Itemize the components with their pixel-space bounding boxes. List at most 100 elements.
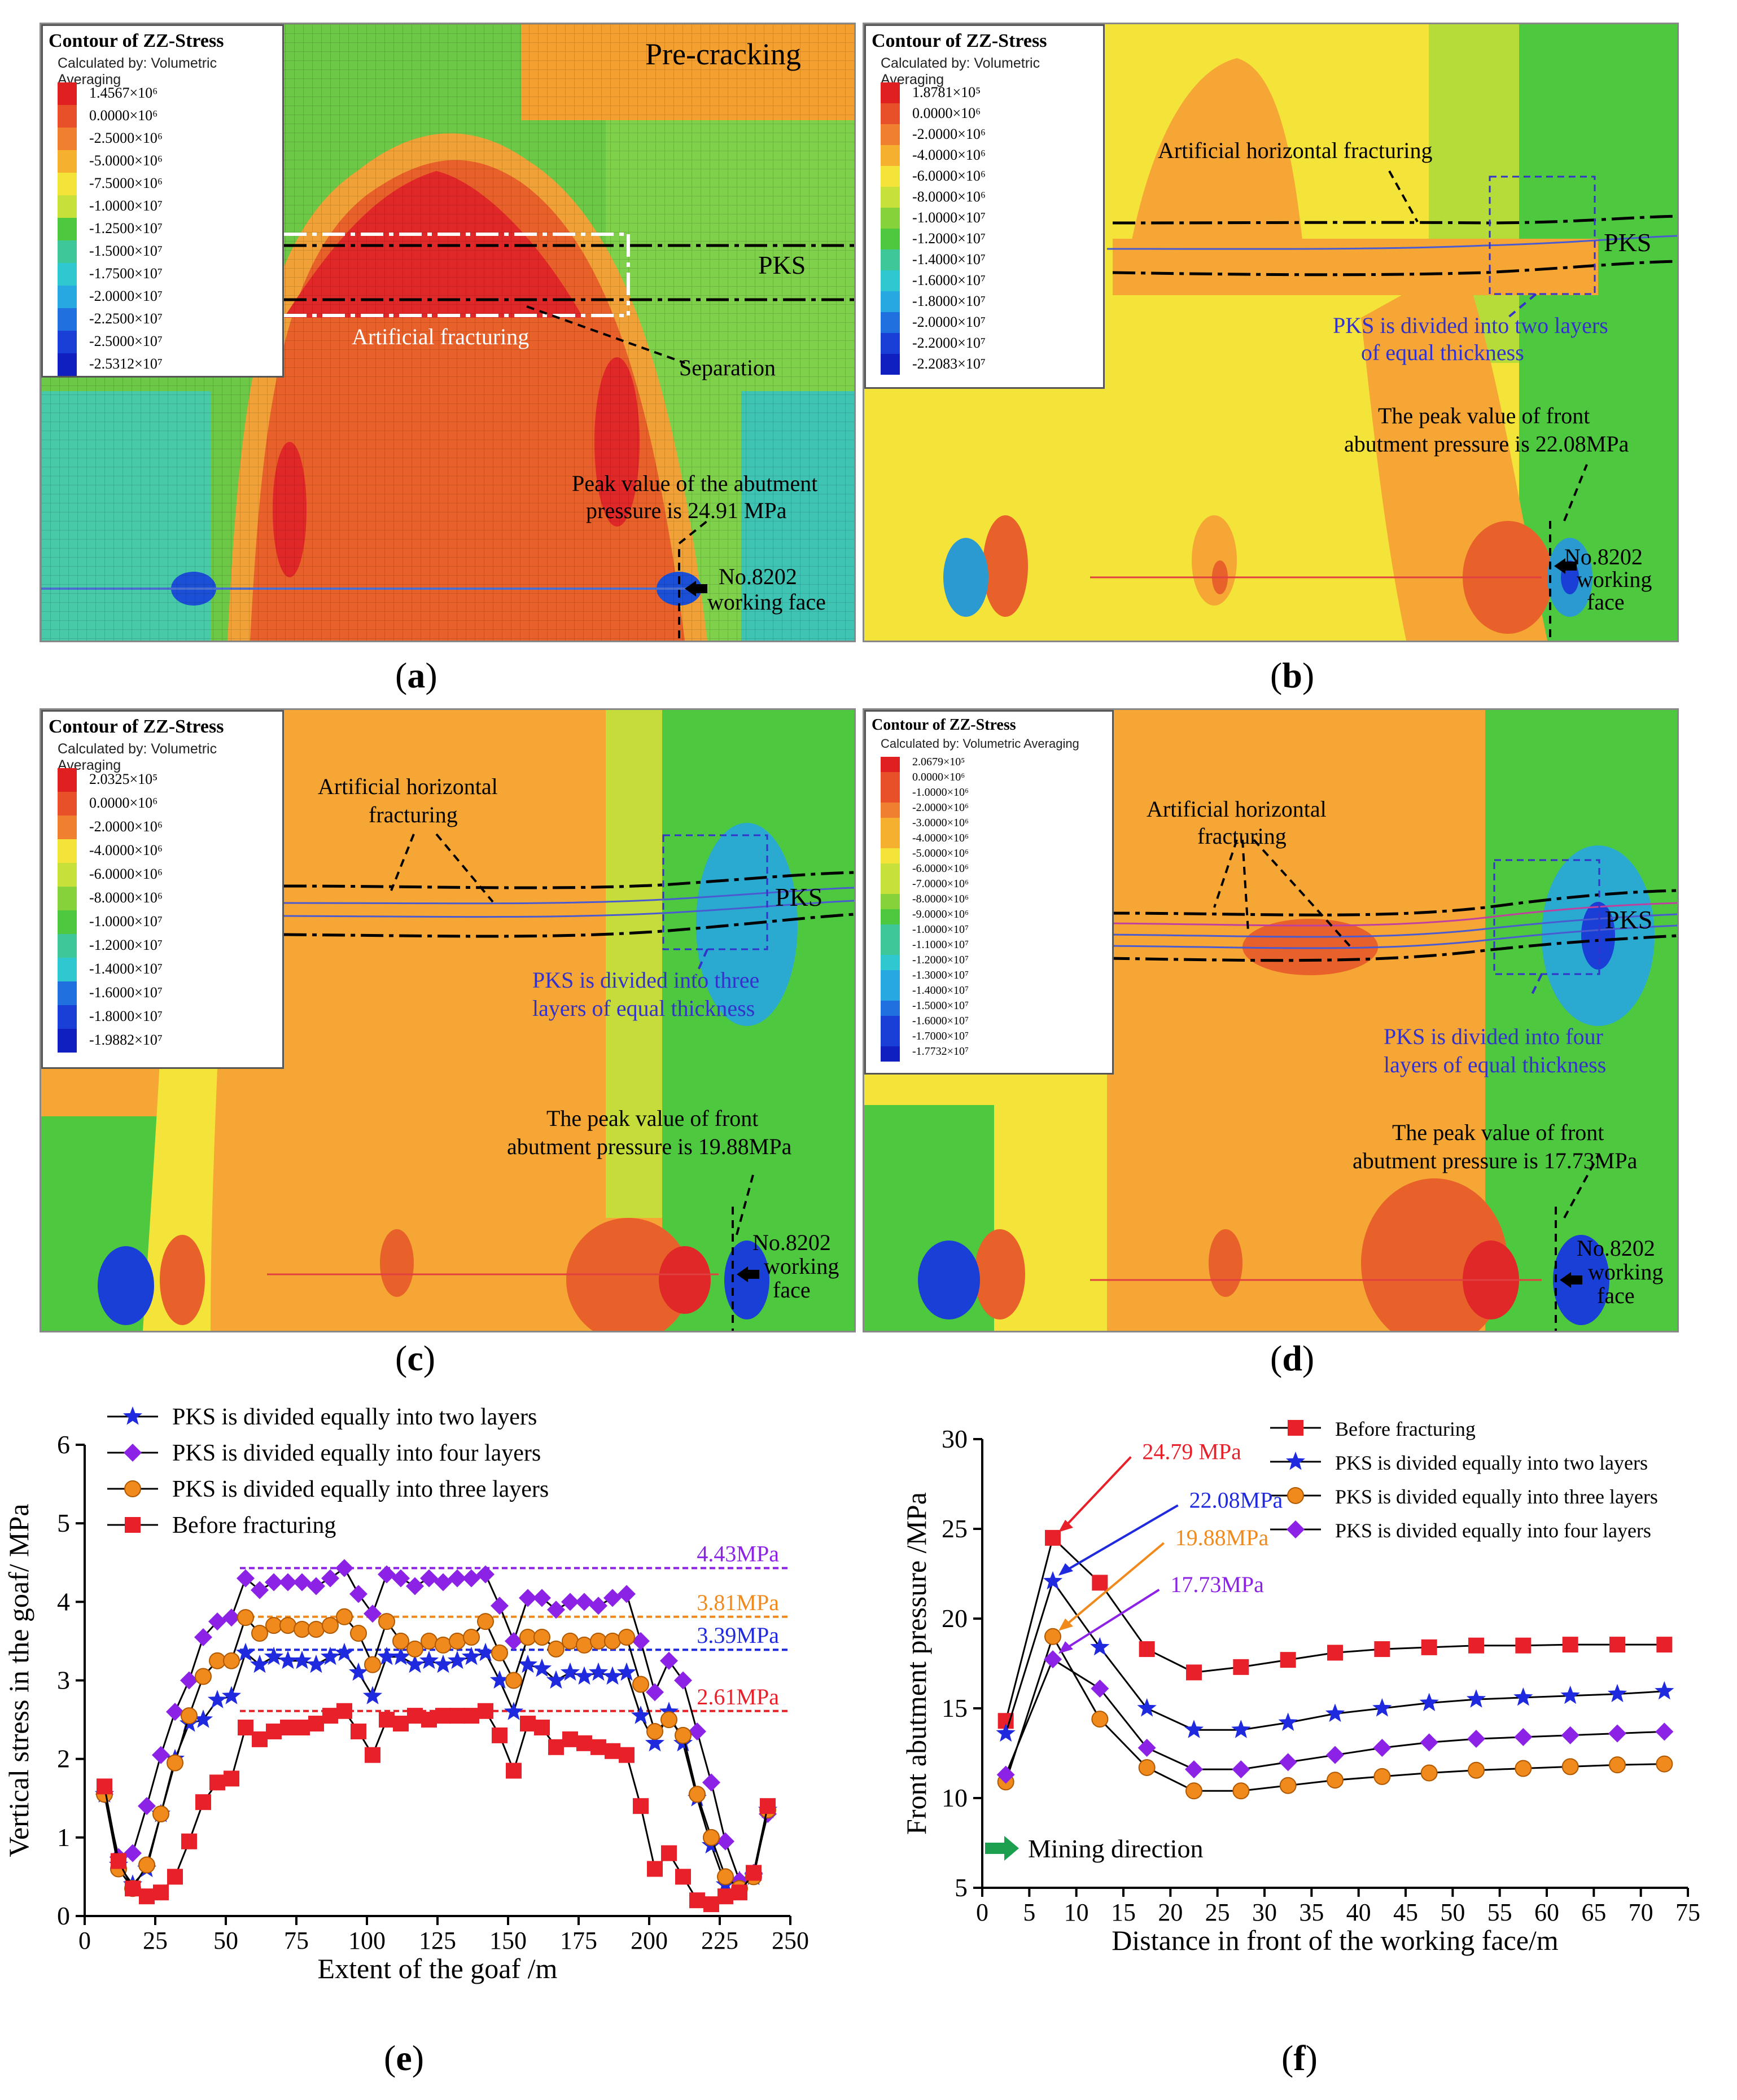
x-tick-label: 50 bbox=[1440, 1899, 1465, 1926]
divided-label-line1: PKS is divided into two layers bbox=[1333, 313, 1608, 338]
divided-label-line2: layers of equal thickness bbox=[1384, 1052, 1607, 1077]
data-point-four bbox=[519, 1589, 537, 1607]
x-tick-label: 60 bbox=[1534, 1899, 1559, 1926]
legend-marker bbox=[1287, 1487, 1304, 1504]
y-axis-label: Vertical stress in the goaf/ MPa bbox=[3, 1503, 34, 1857]
y-tick-label: 25 bbox=[942, 1514, 968, 1543]
legend-value: -1.0000×10⁶ bbox=[912, 786, 969, 799]
legend-value: 1.4567×10⁶ bbox=[89, 85, 158, 101]
annotation-arrow bbox=[1062, 1504, 1179, 1573]
legend-swatch bbox=[881, 249, 900, 270]
data-point-before bbox=[661, 1845, 677, 1861]
chart-e-vertical-stress: 0 25 50 75 100 125 150 175 200 225 250 0 1 2 3 4 5 6 Exten… bbox=[3, 1404, 809, 1984]
data-point-four bbox=[702, 1773, 720, 1792]
legend-swatch bbox=[881, 229, 900, 249]
data-point-three bbox=[421, 1632, 437, 1650]
data-point-three bbox=[1561, 1758, 1579, 1775]
legend-value: -2.0000×10⁷ bbox=[912, 313, 986, 330]
data-point-two bbox=[1655, 1681, 1674, 1700]
data-point-four bbox=[603, 1589, 622, 1607]
data-point-three bbox=[1279, 1777, 1297, 1794]
data-point-three bbox=[533, 1628, 550, 1646]
y-tick-label: 4 bbox=[57, 1587, 70, 1616]
reference-label: 3.39MPa bbox=[697, 1623, 779, 1648]
legend-swatch bbox=[881, 82, 900, 103]
chart-f-front-abutment-pressure: 0 5 10 15 20 25 30 35 40 45 50 55 60 65 70 755101520253… bbox=[900, 1418, 1700, 1956]
legend-swatch bbox=[881, 103, 900, 124]
face-label-line2: working face bbox=[707, 589, 826, 615]
legend-value: 1.8781×10⁵ bbox=[912, 84, 981, 100]
face-label-line3: face bbox=[773, 1277, 811, 1303]
data-point-three bbox=[1091, 1711, 1109, 1728]
legend-swatch bbox=[881, 312, 900, 333]
data-point-before bbox=[209, 1774, 225, 1791]
legend-value: -1.4000×10⁷ bbox=[912, 251, 986, 268]
data-point-three bbox=[251, 1625, 268, 1642]
fracturing-label: Artificial horizontal fracturing bbox=[1158, 138, 1433, 163]
x-tick-label: 30 bbox=[1252, 1899, 1277, 1926]
legend-swatch bbox=[58, 816, 77, 839]
x-tick-label: 15 bbox=[1111, 1899, 1136, 1926]
annotation-arrowhead bbox=[1058, 1563, 1073, 1576]
x-tick-label: 70 bbox=[1629, 1899, 1653, 1926]
data-point-before bbox=[224, 1770, 239, 1787]
panel-d-contour: Contour of ZZ-Stress Calculated by: Volu… bbox=[863, 708, 1679, 1332]
x-tick-label: 100 bbox=[348, 1927, 386, 1954]
x-tick-label: 25 bbox=[1205, 1899, 1230, 1926]
data-point-before bbox=[463, 1708, 479, 1724]
data-point-two bbox=[532, 1658, 552, 1677]
divided-label-line2: of equal thickness bbox=[1361, 340, 1524, 365]
legend-value: -1.2000×10⁷ bbox=[89, 937, 163, 953]
panel-a-legend: Contour of ZZ-Stress Calculated by: Volu… bbox=[41, 24, 284, 378]
legend-value: -1.0000×10⁷ bbox=[89, 198, 163, 214]
data-point-before bbox=[379, 1712, 395, 1728]
data-point-two bbox=[306, 1654, 326, 1673]
pks-label: PKS bbox=[758, 251, 806, 279]
data-point-two bbox=[546, 1670, 566, 1689]
data-point-three bbox=[294, 1621, 310, 1638]
peak-label-line2: abutment pressure is 19.88MPa bbox=[507, 1134, 792, 1159]
data-point-four bbox=[420, 1569, 438, 1588]
data-point-four bbox=[434, 1573, 452, 1592]
legend-value: -1.4000×10⁷ bbox=[912, 984, 969, 997]
data-point-three bbox=[689, 1786, 706, 1803]
legend-swatch bbox=[881, 1046, 900, 1062]
data-point-before bbox=[492, 1727, 507, 1743]
data-point-two bbox=[504, 1702, 524, 1720]
data-point-four bbox=[152, 1746, 170, 1764]
legend-value: -8.0000×10⁶ bbox=[912, 892, 969, 905]
legend-value: -1.1000×10⁷ bbox=[912, 938, 969, 951]
x-tick-label: 35 bbox=[1299, 1899, 1324, 1926]
pks-label: PKS bbox=[1604, 228, 1652, 257]
data-point-four bbox=[166, 1703, 184, 1721]
annotation-label: 17.73MPa bbox=[1170, 1572, 1264, 1597]
data-point-two bbox=[659, 1702, 679, 1720]
data-point-four bbox=[293, 1573, 311, 1592]
data-point-four bbox=[547, 1601, 565, 1619]
fracturing-label-line2: fracturing bbox=[369, 802, 458, 827]
legend-swatch bbox=[58, 887, 77, 910]
legend-value: -2.0000×10⁷ bbox=[89, 288, 163, 304]
data-point-before bbox=[308, 1716, 324, 1732]
x-tick-label: 75 bbox=[284, 1927, 309, 1954]
separation-label: Separation bbox=[679, 355, 776, 380]
data-point-three bbox=[435, 1636, 452, 1654]
legend-value: -4.0000×10⁶ bbox=[89, 842, 163, 858]
data-point-four bbox=[589, 1597, 607, 1615]
legend-swatch bbox=[881, 208, 900, 229]
data-point-before bbox=[97, 1778, 112, 1795]
data-point-two bbox=[588, 1662, 609, 1681]
legend-value: -1.3000×10⁷ bbox=[912, 968, 969, 981]
legend-value: -1.6000×10⁷ bbox=[912, 1014, 969, 1027]
legend-value: -1.0000×10⁷ bbox=[912, 209, 986, 226]
fracturing-label-line2: fracturing bbox=[1197, 823, 1287, 849]
fracturing-label: Artificial fracturing bbox=[352, 324, 530, 349]
data-point-four bbox=[476, 1565, 495, 1584]
data-point-three bbox=[505, 1672, 522, 1689]
data-point-two bbox=[1372, 1698, 1392, 1717]
data-point-three bbox=[519, 1628, 536, 1646]
panel-a-stress-field bbox=[41, 24, 854, 641]
data-point-before bbox=[435, 1708, 451, 1724]
peak-label-line1: The peak value of front bbox=[1392, 1120, 1604, 1145]
x-axis-label: Extent of the goaf /m bbox=[318, 1953, 558, 1984]
